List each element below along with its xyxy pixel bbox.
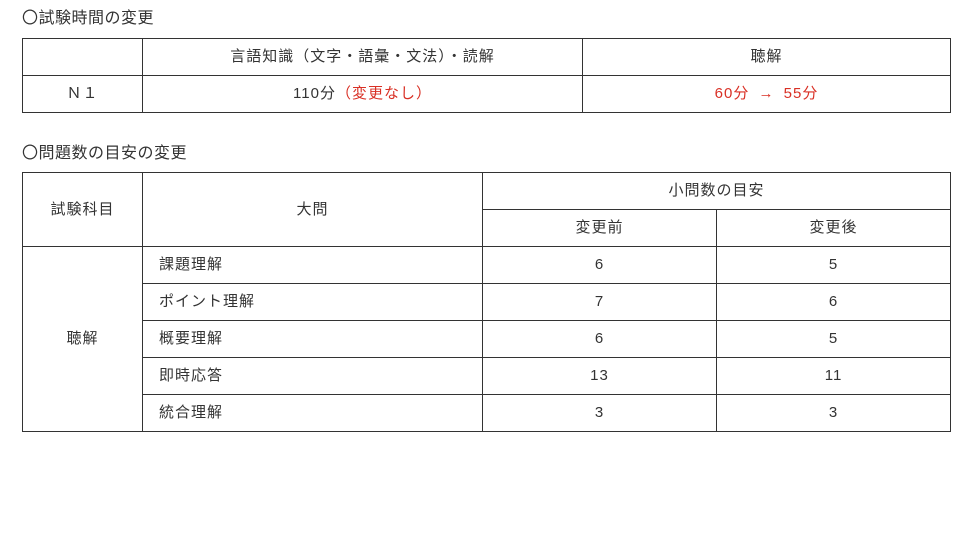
table-row: 聴解 課題理解 6 5	[23, 247, 951, 284]
cell-before: 6	[483, 321, 717, 358]
cell-subject: 聴解	[23, 247, 143, 432]
cell-section-name: 統合理解	[143, 395, 483, 432]
listen-before: 60分	[715, 85, 750, 102]
header-language: 言語知識（文字・語彙・文法）・読解	[143, 38, 583, 75]
header-before: 変更前	[483, 210, 717, 247]
page-container: 〇試験時間の変更 言語知識（文字・語彙・文法）・読解 聴解 Ｎ１ 110分（変更…	[0, 0, 974, 456]
header-blank	[23, 38, 143, 75]
cell-section-name: 課題理解	[143, 247, 483, 284]
cell-after: 5	[717, 321, 951, 358]
header-subject: 試験科目	[23, 173, 143, 247]
cell-before: 3	[483, 395, 717, 432]
cell-before: 7	[483, 284, 717, 321]
cell-section-name: ポイント理解	[143, 284, 483, 321]
section-spacer	[22, 113, 952, 141]
section2-title: 〇問題数の目安の変更	[22, 141, 952, 167]
header-listening: 聴解	[583, 38, 951, 75]
cell-section-name: 即時応答	[143, 358, 483, 395]
lang-time-note: （変更なし）	[336, 85, 432, 102]
lang-time-base: 110分	[293, 85, 336, 102]
arrow-icon: →	[755, 85, 779, 102]
table-header-row: 言語知識（文字・語彙・文法）・読解 聴解	[23, 38, 951, 75]
cell-level: Ｎ１	[23, 75, 143, 112]
table-row: 概要理解 6 5	[23, 321, 951, 358]
header-section: 大問	[143, 173, 483, 247]
table-header-row: 試験科目 大問 小問数の目安	[23, 173, 951, 210]
cell-listening-time: 60分 → 55分	[583, 75, 951, 112]
question-count-table: 試験科目 大問 小問数の目安 変更前 変更後 聴解 課題理解 6 5 ポイント理…	[22, 172, 951, 432]
header-count-group: 小問数の目安	[483, 173, 951, 210]
table-row: Ｎ１ 110分（変更なし） 60分 → 55分	[23, 75, 951, 112]
cell-after: 11	[717, 358, 951, 395]
exam-time-table: 言語知識（文字・語彙・文法）・読解 聴解 Ｎ１ 110分（変更なし） 60分 →…	[22, 38, 951, 113]
listen-after: 55分	[784, 85, 819, 102]
cell-before: 13	[483, 358, 717, 395]
table-row: 即時応答 13 11	[23, 358, 951, 395]
cell-language-time: 110分（変更なし）	[143, 75, 583, 112]
cell-after: 5	[717, 247, 951, 284]
cell-section-name: 概要理解	[143, 321, 483, 358]
section1-title: 〇試験時間の変更	[22, 6, 952, 32]
cell-after: 3	[717, 395, 951, 432]
table-row: 統合理解 3 3	[23, 395, 951, 432]
cell-before: 6	[483, 247, 717, 284]
header-after: 変更後	[717, 210, 951, 247]
table-row: ポイント理解 7 6	[23, 284, 951, 321]
cell-after: 6	[717, 284, 951, 321]
